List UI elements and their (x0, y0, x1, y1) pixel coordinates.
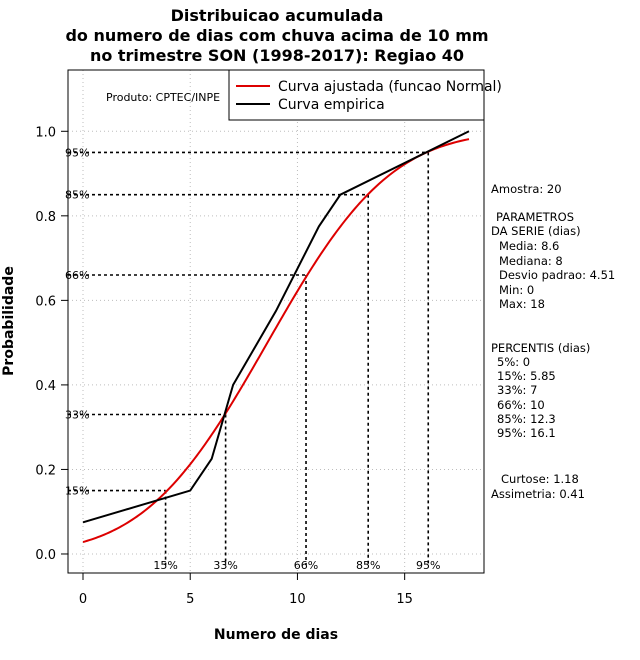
percentile-ylabel-2: 66% (65, 269, 89, 282)
legend: Curva ajustada (funcao Normal) Curva emp… (228, 69, 502, 121)
y-tick-label-1: 0.2 (35, 463, 56, 478)
stats-panel: Amostra: 20 PARAMETROS DA SERIE (dias) M… (491, 182, 615, 501)
stat-p5: 5%: 0 (497, 355, 530, 369)
x-axis-title: Numero de dias (214, 627, 338, 643)
stat-min: Min: 0 (499, 283, 534, 297)
legend-label-fitted: Curva ajustada (funcao Normal) (278, 79, 502, 95)
stat-max: Max: 18 (499, 297, 545, 311)
percentile-ylabel-1: 33% (65, 408, 89, 421)
stat-p33: 33%: 7 (497, 383, 537, 397)
percentile-xlabel-3: 85% (356, 559, 380, 572)
percentile-ylabel-4: 95% (65, 146, 89, 159)
percentile-guides: 15% 15% 33% 33% 66% 66% 85% 85% 95% 95% (65, 146, 440, 572)
percentile-xlabel-1: 33% (213, 559, 237, 572)
stat-curtose: Curtose: 1.18 (501, 472, 579, 486)
credit-text: Produto: CPTEC/INPE (106, 91, 220, 104)
series-line-fitted (82, 138, 470, 543)
grid (68, 70, 484, 573)
y-axis: 0.0 0.2 0.4 0.6 0.8 1.0 (35, 125, 68, 563)
stat-media: Media: 8.6 (499, 239, 559, 253)
chart-title-line-2: do numero de dias com chuva acima de 10 … (65, 26, 488, 45)
y-tick-label-0: 0.0 (35, 548, 56, 563)
stat-param-title-2: DA SERIE (dias) (491, 224, 581, 238)
x-axis: 0 5 10 15 (79, 573, 413, 607)
stat-desvio: Desvio padrao: 4.51 (499, 268, 615, 282)
series-layer (82, 130, 470, 543)
y-axis-title: Probabilidade (1, 266, 17, 376)
percentile-ylabel-0: 15% (65, 485, 89, 498)
stat-param-title-1: PARAMETROS (496, 210, 574, 224)
stat-amostra: Amostra: 20 (491, 182, 562, 196)
series-line-empirical (82, 130, 470, 524)
stat-p95: 95%: 16.1 (497, 426, 556, 440)
y-tick-label-4: 0.8 (35, 210, 56, 225)
y-tick-label-5: 1.0 (35, 125, 56, 140)
x-tick-label-0: 0 (79, 592, 87, 607)
y-tick-label-2: 0.4 (35, 379, 56, 394)
percentile-xlabel-2: 66% (294, 559, 318, 572)
stat-p15: 15%: 5.85 (497, 369, 556, 383)
x-tick-label-1: 5 (186, 592, 194, 607)
percentile-xlabel-0: 15% (153, 559, 177, 572)
percentile-ylabel-3: 85% (65, 189, 89, 202)
stat-mediana: Mediana: 8 (499, 254, 563, 268)
chart-title-line-1: Distribuicao acumulada (171, 6, 384, 25)
stat-assimetria: Assimetria: 0.41 (491, 487, 585, 501)
y-tick-label-3: 0.6 (35, 294, 56, 309)
legend-box (228, 69, 485, 121)
stat-p85: 85%: 12.3 (497, 412, 556, 426)
x-tick-label-2: 10 (289, 592, 306, 607)
x-tick-label-3: 15 (396, 592, 413, 607)
legend-label-empirical: Curva empirica (278, 97, 385, 113)
stat-percentis-title: PERCENTIS (dias) (491, 341, 590, 355)
percentile-xlabel-4: 95% (416, 559, 440, 572)
chart-title-line-3: no trimestre SON (1998-2017): Regiao 40 (90, 46, 464, 65)
stat-p66: 66%: 10 (497, 398, 545, 412)
plot-frame (67, 69, 485, 574)
